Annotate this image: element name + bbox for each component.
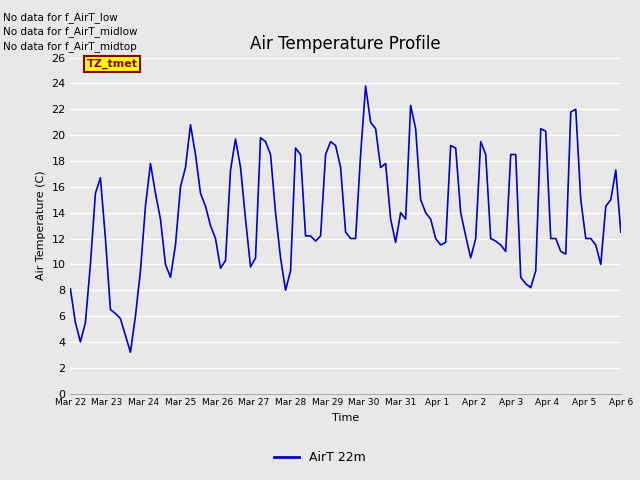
Title: Air Temperature Profile: Air Temperature Profile xyxy=(250,35,441,53)
Y-axis label: Air Temperature (C): Air Temperature (C) xyxy=(36,171,45,280)
Text: No data for f_AirT_midtop: No data for f_AirT_midtop xyxy=(3,41,137,52)
Text: TZ_tmet: TZ_tmet xyxy=(86,59,138,69)
Text: No data for f_AirT_midlow: No data for f_AirT_midlow xyxy=(3,26,138,37)
X-axis label: Time: Time xyxy=(332,413,359,423)
Text: No data for f_AirT_low: No data for f_AirT_low xyxy=(3,12,118,23)
Legend: AirT 22m: AirT 22m xyxy=(269,446,371,469)
